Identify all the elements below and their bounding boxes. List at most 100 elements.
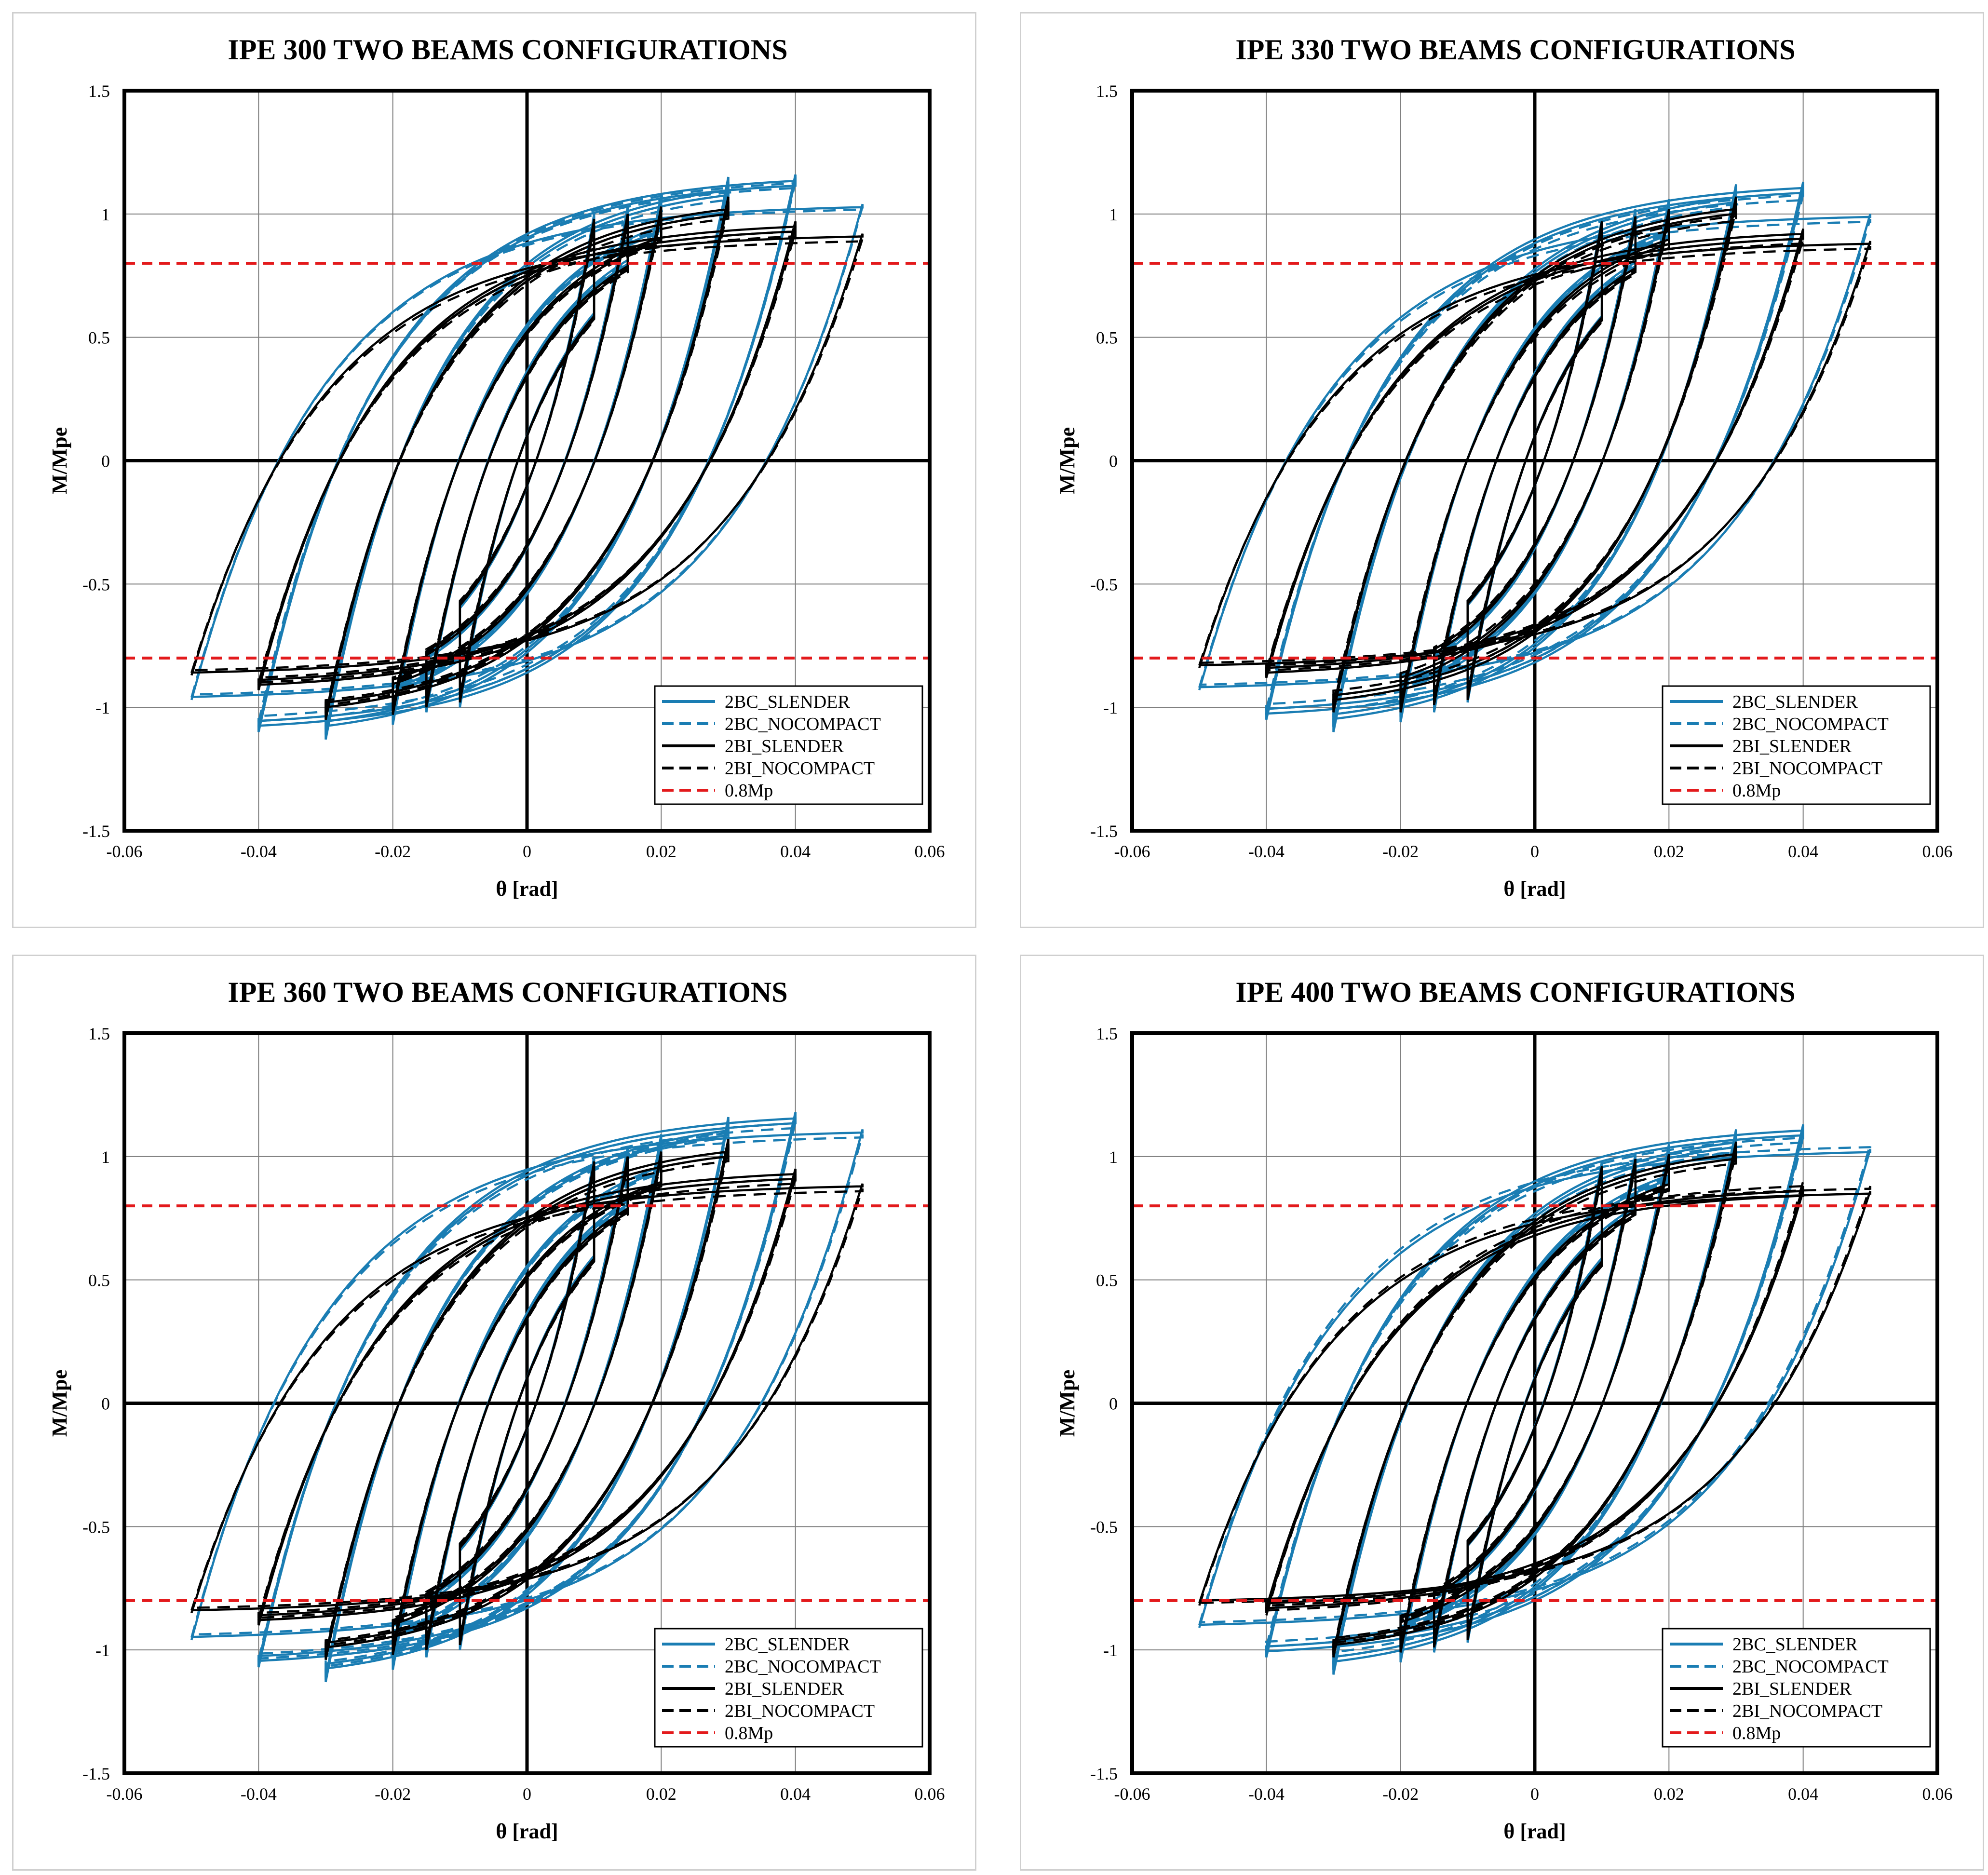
hysteresis-tail — [1198, 218, 1872, 688]
hysteresis-loop — [1466, 223, 1603, 698]
y-tick-label: 0.5 — [88, 1271, 110, 1290]
hysteresis-tail — [190, 233, 864, 676]
hysteresis-loop — [1399, 214, 1670, 708]
x-tick-label: 0.06 — [1922, 1784, 1953, 1804]
y-tick-label: 0.5 — [1096, 328, 1118, 348]
hysteresis-tail — [1198, 245, 1872, 666]
plot-frame — [122, 89, 932, 833]
x-tick-label: 0.04 — [780, 1784, 811, 1804]
x-tick-label: 0.02 — [1654, 1784, 1684, 1804]
y-tick-label: 1.5 — [88, 1024, 110, 1043]
legend-label: 2BI_SLENDER — [725, 736, 844, 756]
legend-label: 2BI_NOCOMPACT — [1732, 758, 1882, 779]
hysteresis-loop — [257, 181, 797, 723]
hysteresis-loop — [325, 201, 730, 718]
hysteresis-loop — [1265, 1186, 1804, 1611]
chart-svg: IPE 360 TWO BEAMS CONFIGURATIONS -0.06 -0.… — [48, 976, 945, 1843]
x-tick-label: 0.02 — [646, 842, 676, 861]
hysteresis-loop — [1433, 1166, 1637, 1641]
chart-svg: IPE 330 TWO BEAMS CONFIGURATIONS -0.06 -0.… — [1055, 34, 1953, 901]
hysteresis-tail — [190, 206, 864, 698]
hysteresis-tail — [1198, 1190, 1872, 1604]
x-axis-label: θ [rad] — [496, 877, 558, 901]
hysteresis-loop — [325, 187, 730, 730]
y-tick-label: 1.5 — [88, 81, 110, 101]
chart-panel-ipe330: IPE 330 TWO BEAMS CONFIGURATIONS -0.06 -0.… — [1020, 12, 1984, 928]
x-axis-label: θ [rad] — [1503, 1820, 1566, 1843]
chart-panel-ipe300: IPE 300 TWO BEAMS CONFIGURATIONS -0.06 -0.… — [12, 12, 976, 928]
hysteresis-tail — [1198, 1148, 1872, 1628]
curves — [1132, 1124, 1937, 1675]
hysteresis-loop — [1265, 238, 1804, 671]
legend-label: 2BC_SLENDER — [725, 1634, 850, 1655]
hysteresis-loop — [325, 1149, 730, 1653]
chart-panel-ipe360: IPE 360 TWO BEAMS CONFIGURATIONS -0.06 -0.… — [12, 955, 976, 1871]
y-tick-label: -1.5 — [1090, 822, 1118, 841]
hysteresis-loop — [1332, 1141, 1737, 1658]
x-tick-label: -0.02 — [375, 1784, 411, 1804]
legend-label: 0.8Mp — [725, 1723, 773, 1743]
x-tick-label: 0.02 — [1654, 842, 1684, 861]
x-tick-label: -0.02 — [1382, 1784, 1419, 1804]
y-tick-label: -1 — [1103, 1641, 1118, 1660]
x-tick-label: 0.06 — [1922, 842, 1953, 861]
y-tick-label: 1 — [101, 205, 110, 224]
hysteresis-loop — [1265, 1124, 1804, 1658]
x-tick-label: 0 — [523, 842, 531, 861]
legend-label: 2BI_NOCOMPACT — [725, 1701, 875, 1721]
legend-label: 0.8Mp — [1732, 1723, 1781, 1743]
chart-panel-ipe400: IPE 400 TWO BEAMS CONFIGURATIONS -0.06 -0.… — [1020, 955, 1984, 1871]
plot-frame — [122, 1031, 932, 1775]
x-tick-label: 0.04 — [780, 842, 811, 861]
curves — [124, 174, 930, 740]
y-tick-label: 0 — [1109, 1394, 1118, 1414]
hysteresis-loop — [392, 214, 663, 708]
hysteresis-loop — [325, 1124, 730, 1675]
x-tick-label: -0.06 — [107, 842, 143, 861]
y-tick-label: 1.5 — [1096, 81, 1118, 101]
hysteresis-loop — [257, 1168, 797, 1626]
y-tick-label: 0 — [1109, 452, 1118, 471]
hysteresis-loop — [1332, 1146, 1737, 1655]
chart-title: IPE 400 TWO BEAMS CONFIGURATIONS — [1235, 976, 1795, 1008]
y-axis-label: M/Mpe — [1055, 1370, 1079, 1437]
legend: 2BC_SLENDER2BC_NOCOMPACT2BI_SLENDER2BI_N… — [654, 1628, 923, 1748]
hysteresis-loop — [1265, 181, 1804, 720]
legend-label: 0.8Mp — [1732, 781, 1781, 801]
y-tick-label: 1 — [1109, 1147, 1118, 1167]
curves — [1132, 181, 1937, 732]
hysteresis-loop — [1265, 189, 1804, 715]
hysteresis-loop — [1265, 1181, 1804, 1616]
plot-frame — [1130, 89, 1939, 833]
hysteresis-loop — [1399, 218, 1670, 703]
hysteresis-loop — [459, 221, 595, 701]
x-tick-label: -0.06 — [1114, 1784, 1150, 1804]
hysteresis-loop — [325, 1119, 730, 1680]
curves — [124, 1112, 930, 1683]
hysteresis-loop — [392, 211, 663, 710]
hysteresis-loop — [1466, 229, 1603, 693]
hysteresis-loop — [1433, 1161, 1637, 1646]
x-tick-label: 0.06 — [915, 842, 945, 861]
hysteresis-loop — [325, 196, 730, 720]
legend-label: 2BC_SLENDER — [1732, 692, 1858, 712]
hysteresis-loop — [392, 1159, 663, 1648]
hysteresis-loop — [325, 206, 730, 713]
legend-label: 2BI_NOCOMPACT — [725, 758, 875, 779]
hysteresis-loop — [325, 1139, 730, 1660]
hysteresis-tail — [1198, 1186, 1872, 1606]
x-tick-label: -0.06 — [107, 1784, 143, 1804]
y-tick-label: -1.5 — [82, 1764, 110, 1783]
legend-label: 2BC_NOCOMPACT — [1732, 1657, 1889, 1677]
hysteresis-loop — [1466, 1168, 1603, 1638]
y-tick-label: 1 — [1109, 205, 1118, 224]
y-tick-label: 1 — [101, 1147, 110, 1167]
chart-title: IPE 360 TWO BEAMS CONFIGURATIONS — [228, 976, 787, 1008]
series-2bi-nocompact — [190, 201, 864, 718]
hysteresis-loop — [1399, 1161, 1670, 1646]
hysteresis-loop — [392, 1154, 663, 1653]
y-tick-label: -1 — [95, 698, 110, 717]
hysteresis-loop — [1332, 1134, 1737, 1670]
chart-svg: IPE 400 TWO BEAMS CONFIGURATIONS -0.06 -0.… — [1055, 976, 1953, 1843]
y-tick-label: 1.5 — [1096, 1024, 1118, 1043]
